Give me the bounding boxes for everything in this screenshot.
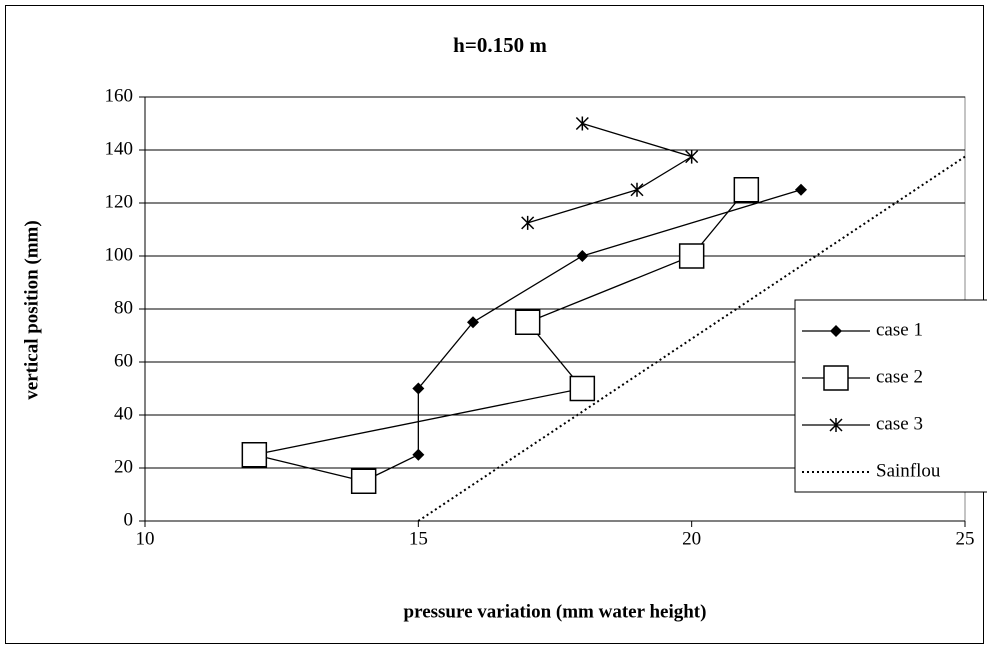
marker (733, 177, 760, 203)
legend-label: case 3 (876, 413, 923, 434)
y-tick-label: 80 (114, 297, 133, 318)
marker (678, 243, 705, 269)
marker (241, 442, 268, 468)
legend-label: Sainflou (876, 460, 941, 481)
legend-marker (830, 325, 842, 337)
y-tick-label: 40 (114, 403, 133, 424)
y-tick-label: 120 (105, 191, 134, 212)
y-tick-label: 0 (124, 509, 134, 530)
marker (514, 309, 541, 335)
series-line (527, 122, 694, 224)
legend-label: case 1 (876, 319, 923, 340)
marker (575, 116, 589, 131)
y-tick-label: 160 (105, 85, 134, 106)
marker (412, 448, 425, 461)
legend-label: case 2 (876, 366, 923, 387)
marker (412, 382, 425, 395)
y-tick-label: 140 (105, 138, 134, 159)
legend-marker (823, 365, 849, 391)
series-line (363, 189, 802, 482)
marker (521, 215, 535, 230)
marker (569, 375, 596, 402)
marker (685, 149, 699, 164)
marker (467, 316, 479, 329)
marker (576, 250, 589, 262)
y-tick-label: 20 (114, 456, 133, 477)
marker (795, 183, 807, 196)
x-axis-label: pressure variation (mm water height) (404, 601, 707, 622)
marker (630, 182, 644, 197)
legend-marker (829, 418, 843, 432)
x-tick-label: 15 (409, 528, 428, 549)
y-tick-label: 60 (114, 350, 133, 371)
chart-title: h=0.150 m (453, 33, 547, 57)
y-tick-label: 100 (105, 244, 134, 265)
y-axis-label: vertical position (mm) (21, 220, 42, 399)
x-tick-label: 20 (682, 528, 701, 549)
marker (350, 468, 377, 494)
x-tick-label: 10 (136, 528, 155, 549)
legend-box (794, 299, 987, 493)
x-tick-label: 25 (956, 528, 975, 549)
